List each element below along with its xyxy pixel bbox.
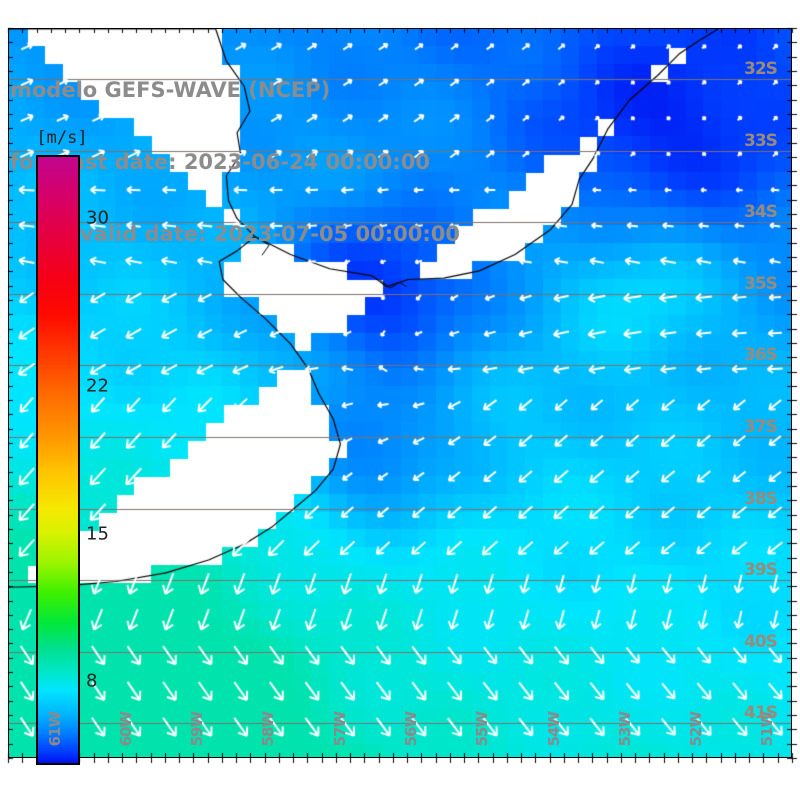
lon-label-61W: 61W — [45, 712, 64, 747]
lon-label-60W: 60W — [116, 712, 135, 747]
lon-label-57W: 57W — [330, 712, 349, 747]
lat-label-32S: 32S — [744, 59, 778, 80]
colorbar-tick-30: 30 — [86, 207, 109, 229]
colorbar-tick-8: 8 — [86, 670, 98, 692]
colorbar[interactable] — [36, 155, 80, 765]
lat-label-39S: 39S — [744, 560, 778, 581]
lat-label-37S: 37S — [744, 416, 778, 437]
colorbar-tick-15: 15 — [86, 523, 109, 545]
lon-label-52W: 52W — [687, 712, 706, 747]
lon-label-58W: 58W — [259, 712, 278, 747]
lat-label-36S: 36S — [744, 345, 778, 366]
lat-label-35S: 35S — [744, 273, 778, 294]
lon-label-59W: 59W — [188, 712, 207, 747]
lon-label-55W: 55W — [473, 712, 492, 747]
lat-label-40S: 40S — [744, 631, 778, 652]
lat-label-38S: 38S — [744, 488, 778, 509]
lon-label-54W: 54W — [544, 712, 563, 747]
colorbar-unit-label: [m/s] — [36, 128, 88, 148]
lat-label-41S: 41S — [744, 703, 778, 724]
title-block: modelo GEFS-WAVE (NCEP) forecast date: 2… — [10, 30, 530, 294]
colorbar-tick-22: 22 — [86, 375, 109, 397]
forecast-date-line: forecast date: 2023-06-24 00:00:00 — [10, 150, 430, 174]
lon-label-56W: 56W — [402, 712, 420, 747]
lon-label-53W: 53W — [615, 712, 634, 747]
model-title: modelo GEFS-WAVE (NCEP) — [10, 78, 331, 102]
lat-label-33S: 33S — [744, 130, 778, 151]
valid-date-line: valid date: 2023-07-05 00:00:00 — [80, 222, 460, 246]
lat-label-34S: 34S — [744, 202, 778, 223]
